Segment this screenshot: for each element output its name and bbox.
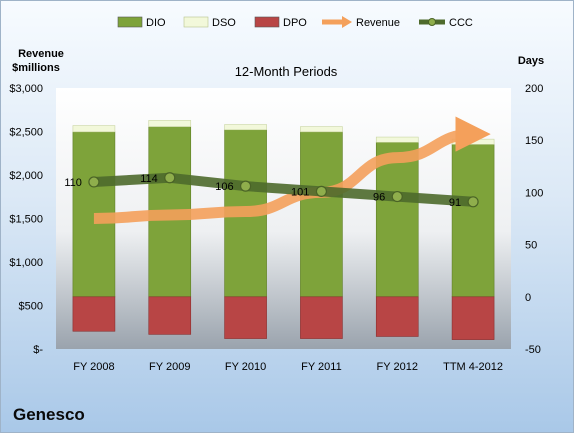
ccc-point bbox=[315, 185, 328, 197]
category-label: FY 2010 bbox=[225, 361, 266, 373]
dso-bar bbox=[375, 136, 419, 143]
legend-label: DIO bbox=[146, 17, 166, 29]
right-axis-title: Days bbox=[518, 55, 544, 67]
dpo-bar bbox=[300, 296, 343, 339]
legend-marker bbox=[428, 18, 436, 26]
dpo-bar bbox=[375, 296, 419, 337]
left-axis-title-line2: $millions bbox=[12, 62, 60, 74]
dpo-bar bbox=[224, 296, 267, 339]
left-tick-label: $- bbox=[33, 344, 43, 356]
legend-swatch bbox=[254, 16, 280, 28]
left-axis-title-line1: Revenue bbox=[18, 48, 64, 60]
left-tick-label: $1,500 bbox=[9, 214, 43, 226]
ccc-line bbox=[88, 172, 479, 207]
dso-bar bbox=[300, 126, 343, 133]
dpo-bar bbox=[451, 296, 495, 340]
ccc-point bbox=[467, 196, 479, 208]
ccc-series: 110 114 106 101 96 91 bbox=[64, 172, 479, 209]
legend-label: CCC bbox=[449, 17, 473, 29]
left-tick-label: $1,000 bbox=[9, 257, 43, 269]
chart-title: 12-Month Periods bbox=[235, 64, 338, 79]
dso-bar bbox=[148, 120, 192, 127]
ccc-point bbox=[164, 172, 176, 184]
category-label: FY 2011 bbox=[301, 361, 342, 373]
legend: DIO DSO DPO Revenue CCC bbox=[117, 16, 473, 29]
dpo-bar bbox=[72, 296, 116, 332]
ccc-value-label: 106 bbox=[215, 181, 233, 193]
left-axis: $- $500 $1,000 $1,500 $2,000 $2,500 $3,000 bbox=[9, 83, 43, 356]
dio-bar bbox=[300, 131, 343, 298]
legend-label: DPO bbox=[283, 17, 307, 29]
left-tick-label: $3,000 bbox=[9, 83, 43, 95]
category-label: FY 2009 bbox=[149, 361, 190, 373]
ccc-point bbox=[88, 176, 100, 188]
right-tick-label: 200 bbox=[525, 83, 543, 95]
dpo-bar bbox=[148, 296, 192, 335]
dso-bar bbox=[72, 125, 116, 133]
ccc-point bbox=[391, 190, 403, 203]
category-label: TTM 4-2012 bbox=[443, 361, 503, 373]
ccc-value-label: 91 bbox=[449, 197, 461, 209]
category-label: FY 2012 bbox=[377, 361, 418, 373]
ccc-value-label: 110 bbox=[64, 177, 82, 189]
ccc-value-label: 114 bbox=[140, 173, 158, 185]
dso-bar bbox=[224, 124, 267, 131]
revenue-line bbox=[93, 116, 491, 224]
left-tick-label: $2,000 bbox=[9, 170, 43, 182]
x-axis: FY 2008 FY 2009 FY 2010 FY 2011 FY 2012 TTM 4… bbox=[73, 361, 503, 373]
legend-arrowhead bbox=[342, 16, 352, 28]
right-tick-label: 0 bbox=[525, 292, 531, 304]
ccc-value-label: 101 bbox=[291, 186, 309, 198]
left-tick-label: $2,500 bbox=[9, 127, 43, 139]
company-name: Genesco bbox=[13, 405, 85, 424]
legend-label: Revenue bbox=[356, 17, 400, 29]
legend-label: DSO bbox=[212, 17, 236, 29]
ccc-point bbox=[239, 180, 252, 192]
right-tick-label: 100 bbox=[525, 187, 543, 199]
right-axis: -50 0 50 100 150 200 bbox=[525, 83, 543, 356]
right-tick-label: 150 bbox=[525, 135, 543, 147]
ccc-value-label: 96 bbox=[373, 192, 385, 204]
legend-swatch bbox=[183, 16, 209, 28]
left-tick-label: $500 bbox=[19, 301, 43, 313]
dio-bar bbox=[451, 144, 495, 298]
legend-swatch bbox=[117, 16, 143, 28]
right-tick-label: 50 bbox=[525, 240, 537, 252]
category-label: FY 2008 bbox=[73, 361, 114, 373]
right-tick-label: -50 bbox=[525, 344, 541, 356]
revenue-series bbox=[93, 116, 491, 224]
